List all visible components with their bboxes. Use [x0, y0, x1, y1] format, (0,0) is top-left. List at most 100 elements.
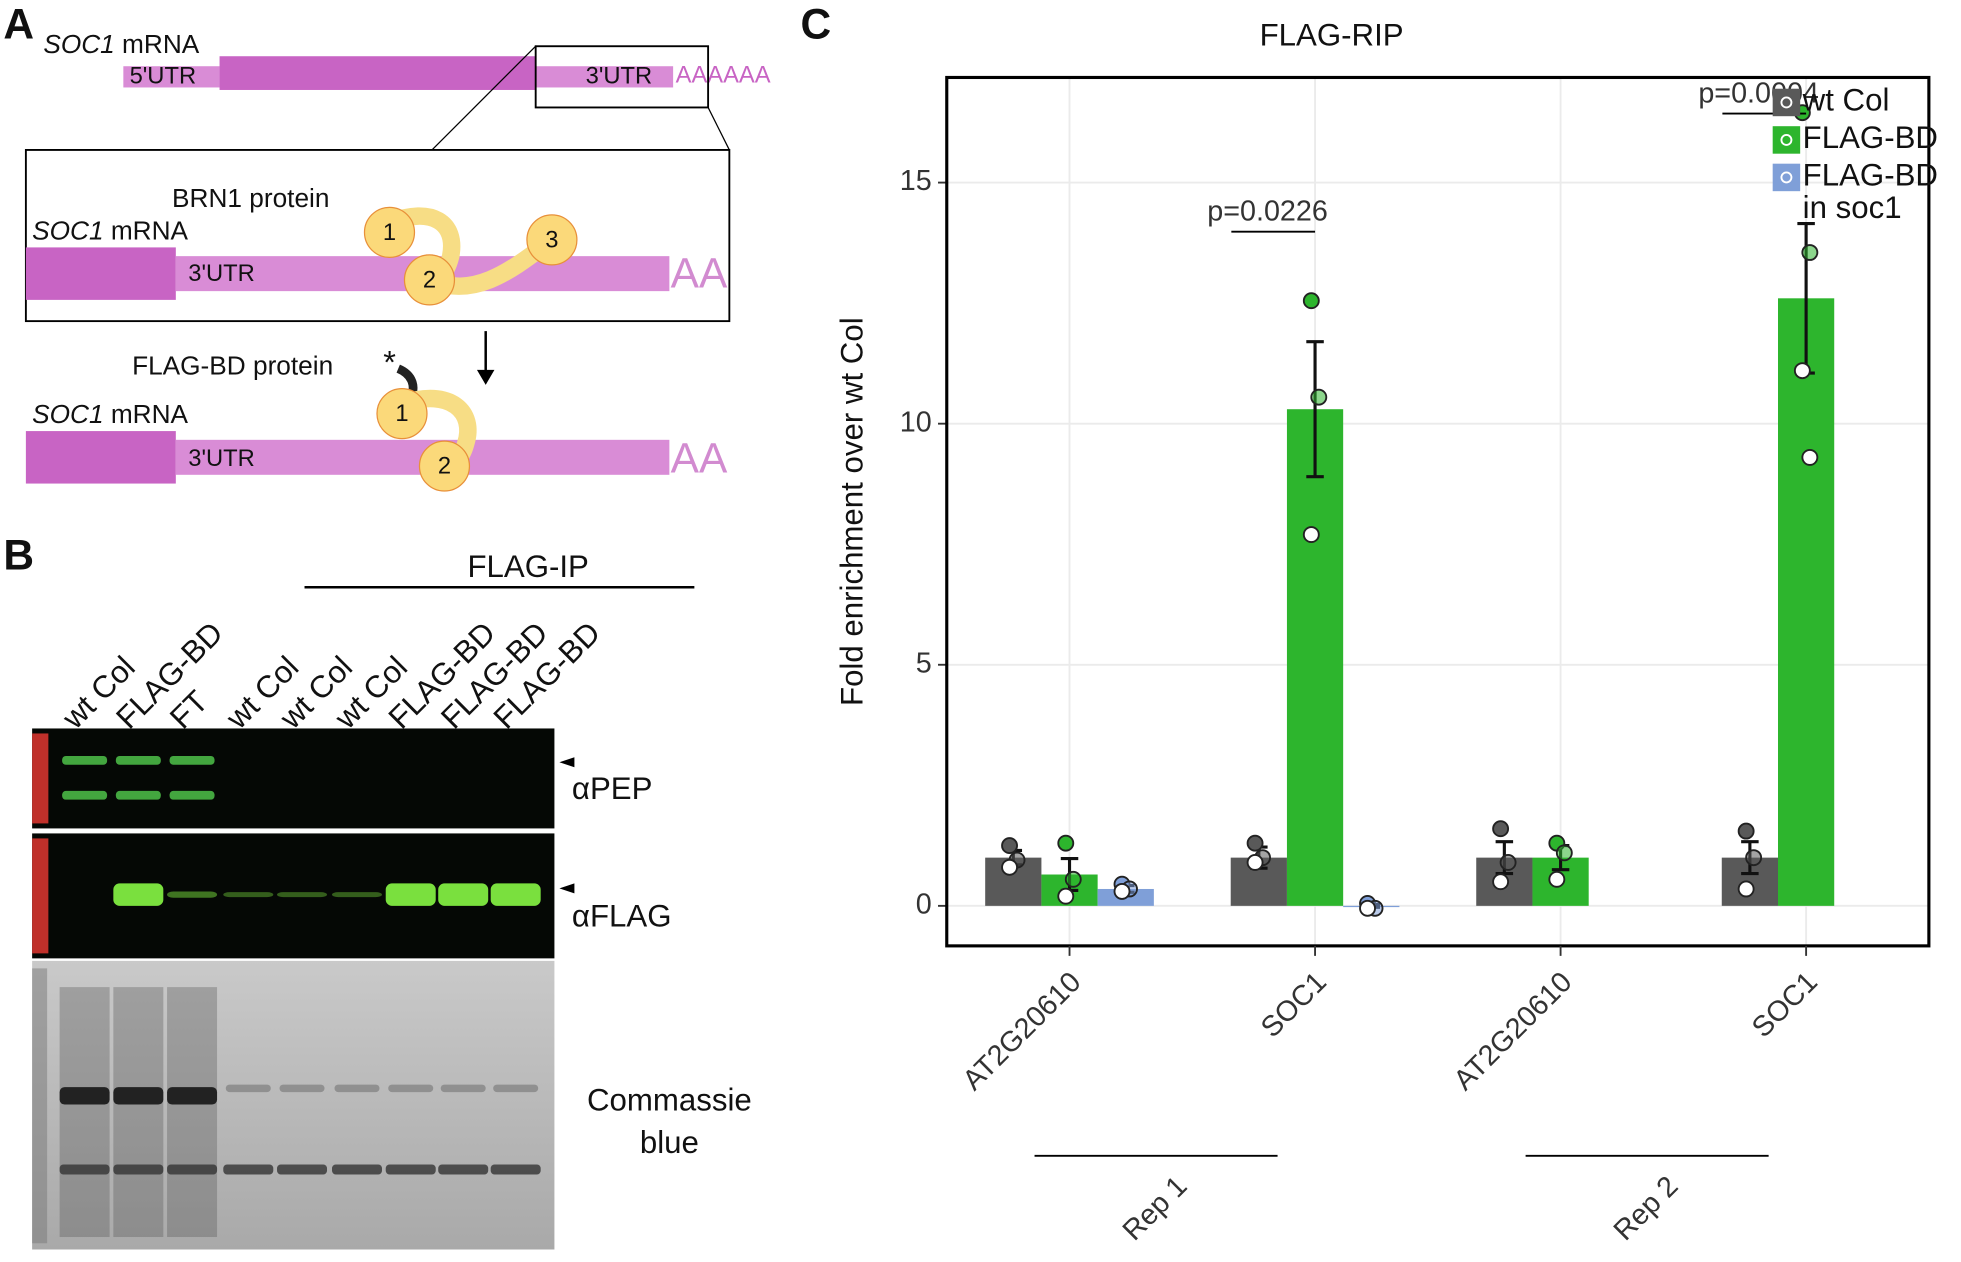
- band: [59, 1164, 110, 1175]
- smear: [167, 987, 218, 1238]
- cds-bar: [25, 247, 176, 300]
- chart-title: FLAG-RIP: [1260, 18, 1404, 53]
- data-point: [1737, 880, 1755, 898]
- legend-line: in soc1: [1803, 190, 1902, 225]
- band: [113, 883, 164, 906]
- data-point: [1113, 882, 1131, 900]
- data-point: [1801, 244, 1819, 261]
- zoom-box: [534, 45, 710, 109]
- band: [113, 1164, 164, 1175]
- data-point: [1737, 822, 1755, 840]
- x-tick-label: AT2G20610: [957, 966, 1088, 1097]
- mrna-label: SOC1 mRNA: [43, 29, 199, 59]
- data-point: [1001, 858, 1018, 876]
- cds-bar: [25, 431, 176, 484]
- band: [225, 1084, 271, 1093]
- group-label: Rep 2: [1608, 1170, 1685, 1247]
- domain-label: 2: [438, 454, 451, 480]
- band: [223, 892, 274, 898]
- smear: [59, 987, 110, 1238]
- band: [223, 1164, 274, 1175]
- y-axis-label: Fold enrichment over wt Col: [835, 317, 870, 706]
- cds-bar: [219, 56, 536, 90]
- legend-dot: [1780, 96, 1793, 109]
- band: [62, 755, 108, 765]
- band: [493, 1084, 539, 1093]
- data-point: [1310, 388, 1328, 406]
- x-tick-label: AT2G20610: [1448, 966, 1579, 1097]
- protein-label: FLAG-BD protein: [132, 350, 333, 380]
- band: [115, 755, 161, 765]
- gene: SOC1: [32, 215, 103, 245]
- domain-label: 1: [383, 220, 396, 246]
- arrowhead: [559, 883, 575, 894]
- utr3-label: 3'UTR: [188, 261, 255, 287]
- band: [167, 1164, 218, 1175]
- x-tick-label: SOC1: [1746, 966, 1824, 1044]
- utr5-label: 5'UTR: [130, 64, 197, 90]
- band: [169, 790, 215, 800]
- domain: [376, 387, 428, 440]
- plot-area: [946, 77, 1929, 946]
- band: [490, 1164, 541, 1175]
- data-point: [1057, 834, 1075, 852]
- domain: [403, 254, 456, 306]
- suffix: mRNA: [111, 215, 189, 245]
- legend-label: wt Col: [1802, 83, 1890, 118]
- y-tick-label: 5: [916, 647, 932, 679]
- band: [169, 755, 215, 765]
- legend-dot: [1780, 134, 1793, 146]
- blot-label: αFLAG: [572, 899, 672, 934]
- polya: AA: [671, 435, 728, 482]
- mrna-label: SOC1 mRNA: [32, 399, 188, 429]
- band: [167, 891, 218, 898]
- group-label: Rep 1: [1117, 1170, 1194, 1247]
- band: [388, 1084, 434, 1093]
- band: [440, 1084, 486, 1093]
- protein-label: BRN1 protein: [172, 183, 329, 213]
- utr5-bar: [123, 66, 220, 88]
- data-point: [1492, 820, 1510, 838]
- data-point: [1492, 873, 1510, 891]
- panel-a: A SOC1 mRNA 5'UTR 3'UTR AAAAAA SOC1 mRNA…: [3, 2, 771, 492]
- domain-label: 2: [423, 267, 436, 293]
- bar: [1286, 409, 1344, 906]
- legend-swatch: [1772, 126, 1801, 154]
- band: [167, 1087, 218, 1105]
- band: [438, 1164, 489, 1175]
- polya: AA: [671, 250, 728, 297]
- band: [115, 790, 161, 800]
- mrna-label: SOC1 mRNA: [32, 215, 188, 245]
- data-point: [1801, 448, 1819, 466]
- domain-label: 1: [395, 401, 408, 427]
- blot-label: αPEP: [572, 771, 653, 806]
- band: [279, 1084, 325, 1093]
- data-point: [1246, 834, 1264, 852]
- data-point: [1793, 362, 1811, 380]
- arrow-head: [476, 369, 495, 385]
- band: [62, 790, 108, 800]
- p-value: p=0.0226: [1207, 196, 1328, 228]
- legend-swatch: [1772, 88, 1801, 117]
- stain-label: blue: [640, 1125, 699, 1160]
- legend-label: FLAG-BD: [1803, 120, 1938, 155]
- detail-box: [24, 149, 731, 323]
- utr3-bar: [535, 66, 674, 88]
- tag-star: *: [383, 344, 396, 380]
- legend-label: FLAG-BD in soc1: [1803, 158, 1947, 225]
- bar: [1777, 298, 1835, 906]
- ip-label: FLAG-IP: [467, 549, 588, 584]
- gene: SOC1: [43, 29, 114, 59]
- zoom-line: [707, 107, 730, 151]
- data-point: [1555, 844, 1573, 862]
- data-point: [1745, 849, 1763, 867]
- legend-line: FLAG-BD: [1803, 158, 1947, 193]
- domain-label: 3: [545, 227, 558, 253]
- y-tick-label: 15: [900, 165, 932, 197]
- band: [113, 1087, 164, 1105]
- band: [490, 883, 541, 906]
- gel: [32, 960, 555, 1250]
- band: [385, 883, 436, 906]
- band: [277, 1164, 328, 1175]
